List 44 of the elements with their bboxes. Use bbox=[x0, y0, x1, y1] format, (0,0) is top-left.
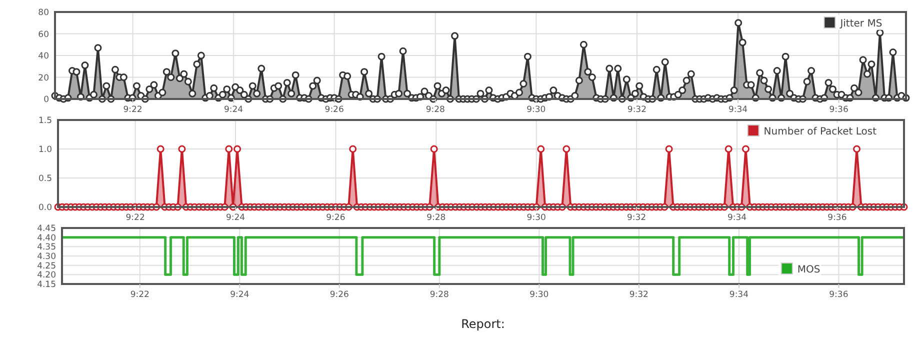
x-tick-label: 9:24 bbox=[230, 290, 250, 300]
x-tick-label: 9:36 bbox=[828, 213, 847, 223]
x-tick-label: 9:26 bbox=[326, 213, 346, 223]
x-tick-label: 9:22 bbox=[126, 213, 145, 223]
x-tick-label: 9:34 bbox=[727, 213, 747, 223]
x-tick-label: 9:34 bbox=[729, 290, 748, 300]
x-tick-label: 9:30 bbox=[526, 213, 546, 223]
x-tick-label: 9:32 bbox=[627, 105, 647, 115]
x-tick-label: 9:26 bbox=[324, 105, 344, 115]
y-tick-label: 0.0 bbox=[38, 203, 52, 213]
y-tick-label: 4.45 bbox=[37, 224, 56, 234]
x-tick-label: 9:30 bbox=[530, 290, 549, 300]
x-tick-label: 9:24 bbox=[224, 105, 244, 115]
x-tick-label: 9:36 bbox=[829, 290, 848, 300]
y-tick-label: 4.35 bbox=[37, 242, 56, 253]
x-tick-label: 9:22 bbox=[123, 105, 142, 115]
x-tick-label: 9:28 bbox=[426, 105, 445, 115]
y-tick-label: 0 bbox=[44, 95, 49, 105]
x-tick-label: 9:22 bbox=[130, 290, 150, 300]
x-tick-label: 9:30 bbox=[526, 105, 546, 115]
x-tick-label: 9:32 bbox=[629, 290, 648, 300]
y-tick-label: 1.5 bbox=[38, 116, 52, 126]
x-tick-label: 9:32 bbox=[626, 213, 646, 223]
y-tick-label: 80 bbox=[38, 8, 49, 18]
legend-label: Jitter MS bbox=[839, 18, 882, 30]
x-tick-label: 9:28 bbox=[426, 213, 446, 223]
x-tick-label: 9:26 bbox=[330, 290, 349, 300]
y-tick-label: 4.20 bbox=[37, 270, 56, 281]
x-tick-label: 9:34 bbox=[728, 105, 748, 115]
text: Report: bbox=[461, 317, 505, 331]
legend-label: MOS bbox=[797, 264, 820, 276]
x-tick-label: 9:24 bbox=[226, 213, 246, 223]
y-tick-label: 60 bbox=[38, 30, 49, 40]
y-tick-label: 4.40 bbox=[37, 233, 56, 244]
y-tick-label: 4.25 bbox=[37, 261, 56, 272]
y-tick-label: 0.5 bbox=[38, 174, 52, 184]
y-tick-label: 1.0 bbox=[38, 145, 52, 155]
y-tick-label: 4.15 bbox=[37, 280, 56, 290]
y-tick-label: 4.30 bbox=[37, 252, 56, 262]
legend-label: Number of Packet Lost bbox=[764, 126, 877, 138]
x-tick-label: 9:36 bbox=[829, 105, 848, 115]
y-tick-label: 40 bbox=[38, 52, 49, 62]
y-tick-label: 20 bbox=[38, 73, 49, 84]
x-tick-label: 9:28 bbox=[430, 290, 449, 300]
